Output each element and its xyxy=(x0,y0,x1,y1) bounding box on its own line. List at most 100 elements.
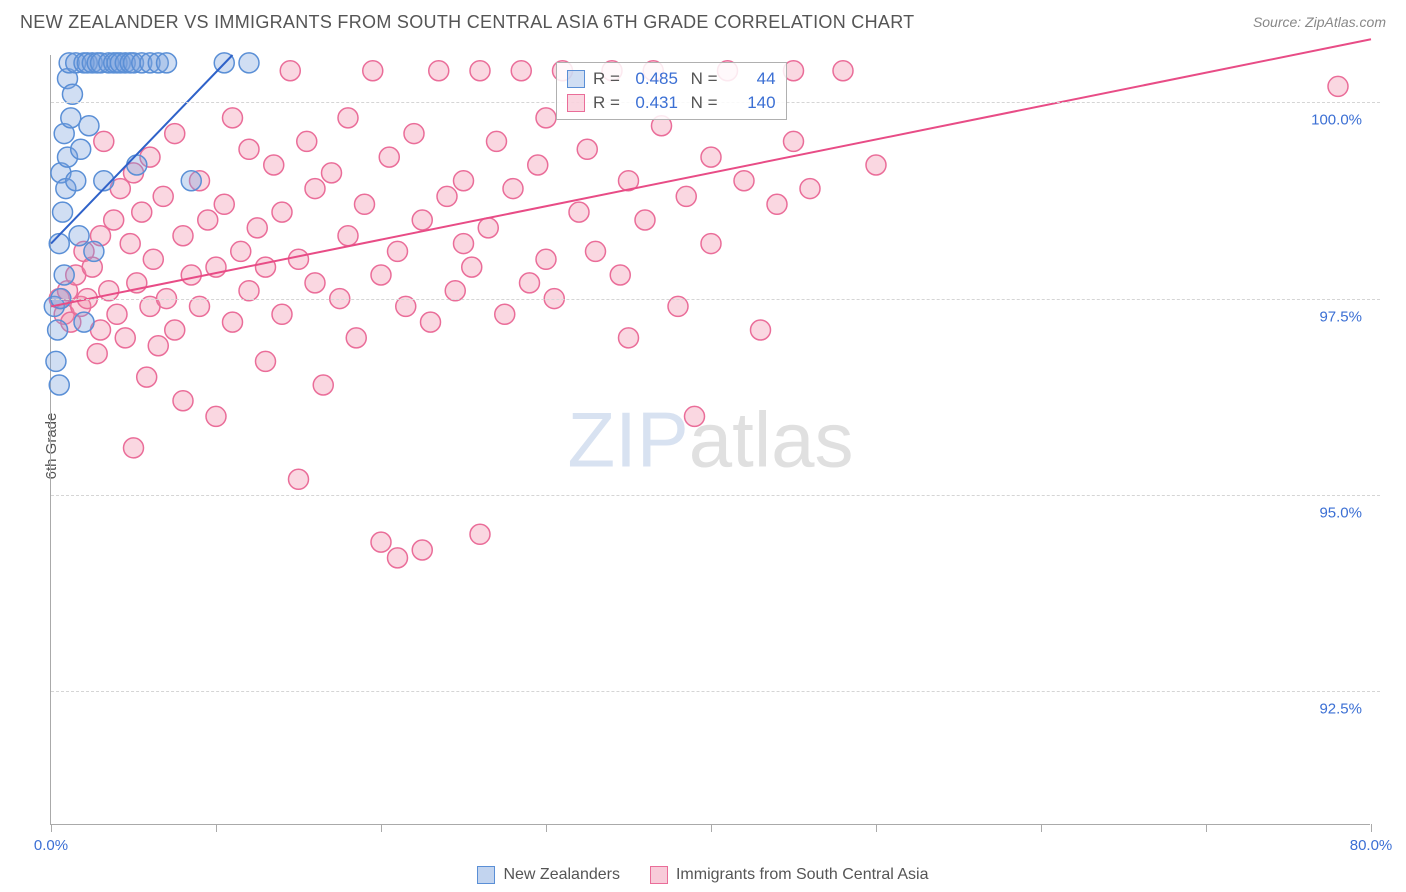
stats-row: R =0.431 N =140 xyxy=(567,91,776,115)
data-point xyxy=(239,53,259,73)
data-point xyxy=(586,241,606,261)
data-point xyxy=(46,351,66,371)
data-point xyxy=(66,171,86,191)
data-point xyxy=(115,328,135,348)
data-point xyxy=(610,265,630,285)
data-point xyxy=(520,273,540,293)
data-point xyxy=(371,532,391,552)
data-point xyxy=(322,163,342,183)
plot-area: ZIPatlas 92.5%95.0%97.5%100.0% 0.0%80.0%… xyxy=(50,55,1370,825)
data-point xyxy=(53,202,73,222)
data-point xyxy=(421,312,441,332)
data-point xyxy=(685,406,705,426)
data-point xyxy=(462,257,482,277)
data-point xyxy=(536,249,556,269)
stats-legend-box: R = 0.485 N = 44R =0.431 N =140 xyxy=(556,62,787,120)
data-point xyxy=(495,304,515,324)
data-point xyxy=(734,171,754,191)
data-point xyxy=(470,524,490,544)
source-label: Source: ZipAtlas.com xyxy=(1253,14,1386,30)
x-tick xyxy=(1371,824,1372,832)
data-point xyxy=(272,202,292,222)
stat-n-value: 44 xyxy=(726,69,776,89)
data-point xyxy=(61,108,81,128)
x-tick xyxy=(381,824,382,832)
data-point xyxy=(107,304,127,324)
data-point xyxy=(470,61,490,81)
data-point xyxy=(767,194,787,214)
data-point xyxy=(454,234,474,254)
legend-item: Immigrants from South Central Asia xyxy=(650,866,929,884)
data-point xyxy=(1328,76,1348,96)
data-point xyxy=(198,210,218,230)
data-point xyxy=(297,131,317,151)
data-point xyxy=(487,131,507,151)
data-point xyxy=(120,234,140,254)
data-point xyxy=(437,186,457,206)
data-point xyxy=(363,61,383,81)
data-point xyxy=(247,218,267,238)
stat-n-label: N = xyxy=(686,69,718,89)
data-point xyxy=(256,351,276,371)
data-point xyxy=(305,179,325,199)
data-point xyxy=(635,210,655,230)
y-tick-label: 92.5% xyxy=(1319,701,1362,718)
y-tick-label: 95.0% xyxy=(1319,505,1362,522)
data-point xyxy=(503,179,523,199)
data-point xyxy=(528,155,548,175)
stat-r-value: 0.485 xyxy=(628,69,678,89)
data-point xyxy=(143,249,163,269)
data-point xyxy=(305,273,325,293)
data-point xyxy=(289,249,309,269)
data-point xyxy=(69,226,89,246)
data-point xyxy=(181,265,201,285)
data-point xyxy=(371,265,391,285)
x-tick xyxy=(1206,824,1207,832)
data-point xyxy=(74,312,94,332)
data-point xyxy=(173,391,193,411)
data-point xyxy=(346,328,366,348)
data-point xyxy=(355,194,375,214)
x-tick-label: 80.0% xyxy=(1350,837,1393,854)
data-point xyxy=(48,320,68,340)
x-tick xyxy=(711,824,712,832)
data-point xyxy=(412,540,432,560)
legend-item: New Zealanders xyxy=(477,866,620,884)
data-point xyxy=(157,53,177,73)
stats-row: R = 0.485 N = 44 xyxy=(567,67,776,91)
legend-swatch xyxy=(477,866,495,884)
data-point xyxy=(338,108,358,128)
data-point xyxy=(569,202,589,222)
grid-line xyxy=(51,299,1380,300)
data-point xyxy=(280,61,300,81)
data-point xyxy=(148,336,168,356)
data-point xyxy=(272,304,292,324)
data-point xyxy=(132,202,152,222)
data-point xyxy=(173,226,193,246)
data-point xyxy=(388,548,408,568)
stat-n-value: 140 xyxy=(726,93,776,113)
stat-r-value: 0.431 xyxy=(628,93,678,113)
data-point xyxy=(412,210,432,230)
data-point xyxy=(866,155,886,175)
series-swatch xyxy=(567,70,585,88)
data-point xyxy=(676,186,696,206)
legend-swatch xyxy=(650,866,668,884)
data-point xyxy=(577,139,597,159)
data-point xyxy=(84,241,104,261)
grid-line xyxy=(51,691,1380,692)
data-point xyxy=(404,124,424,144)
legend-label: Immigrants from South Central Asia xyxy=(676,866,929,884)
data-point xyxy=(833,61,853,81)
data-point xyxy=(127,155,147,175)
data-point xyxy=(619,328,639,348)
data-point xyxy=(223,108,243,128)
data-point xyxy=(165,320,185,340)
data-point xyxy=(256,257,276,277)
data-point xyxy=(454,171,474,191)
data-point xyxy=(289,469,309,489)
y-tick-label: 100.0% xyxy=(1311,112,1362,129)
data-point xyxy=(701,147,721,167)
data-point xyxy=(379,147,399,167)
stat-r-label: R = xyxy=(593,69,620,89)
